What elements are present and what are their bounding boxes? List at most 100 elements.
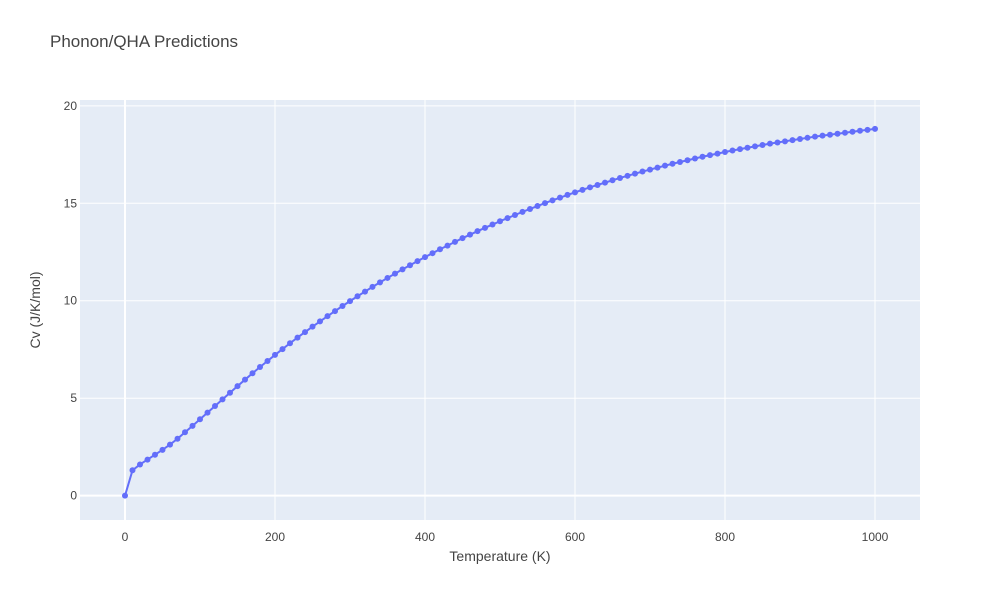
data-point[interactable] <box>744 144 751 151</box>
data-point[interactable] <box>759 142 766 149</box>
data-point[interactable] <box>707 152 713 159</box>
data-point[interactable] <box>227 389 233 396</box>
data-point[interactable] <box>459 235 466 242</box>
data-point[interactable] <box>797 135 803 142</box>
data-point[interactable] <box>789 137 796 144</box>
data-point[interactable] <box>452 238 458 245</box>
data-point[interactable] <box>804 134 811 141</box>
data-point[interactable] <box>347 298 353 305</box>
data-point[interactable] <box>842 129 848 136</box>
data-point[interactable] <box>587 184 593 191</box>
data-point[interactable] <box>662 162 668 169</box>
data-point[interactable] <box>557 194 563 201</box>
data-point[interactable] <box>197 416 203 423</box>
data-point[interactable] <box>864 126 871 133</box>
data-point[interactable] <box>782 138 788 145</box>
data-point[interactable] <box>482 224 488 231</box>
data-point[interactable] <box>827 131 833 138</box>
data-point[interactable] <box>257 364 263 371</box>
data-point[interactable] <box>699 153 706 160</box>
data-point[interactable] <box>474 228 481 235</box>
data-point[interactable] <box>467 231 473 238</box>
data-point[interactable] <box>489 221 496 228</box>
data-point[interactable] <box>497 218 503 225</box>
data-point[interactable] <box>362 288 368 295</box>
data-point[interactable] <box>324 313 331 320</box>
data-point[interactable] <box>857 127 863 134</box>
data-point[interactable] <box>272 351 278 358</box>
data-point[interactable] <box>159 446 166 453</box>
data-point[interactable] <box>774 139 781 146</box>
data-point[interactable] <box>332 308 338 315</box>
data-point[interactable] <box>812 133 818 140</box>
data-point[interactable] <box>414 258 421 265</box>
data-point[interactable] <box>234 383 241 390</box>
data-point[interactable] <box>579 186 586 193</box>
data-point[interactable] <box>714 150 721 157</box>
data-point[interactable] <box>617 174 623 181</box>
data-point[interactable] <box>654 164 661 171</box>
data-point[interactable] <box>369 283 376 290</box>
data-point[interactable] <box>129 467 136 474</box>
data-point[interactable] <box>849 128 856 135</box>
data-point[interactable] <box>279 346 286 353</box>
data-point[interactable] <box>242 376 248 383</box>
data-point[interactable] <box>549 197 556 204</box>
data-point[interactable] <box>212 402 218 409</box>
data-point[interactable] <box>594 181 601 188</box>
data-point[interactable] <box>392 270 398 277</box>
data-point[interactable] <box>669 160 676 167</box>
data-point[interactable] <box>429 250 436 257</box>
data-point[interactable] <box>602 179 608 186</box>
data-point[interactable] <box>384 274 391 281</box>
data-point[interactable] <box>377 279 383 286</box>
data-point[interactable] <box>624 172 631 179</box>
data-point[interactable] <box>407 262 413 269</box>
data-point[interactable] <box>189 422 196 429</box>
data-point[interactable] <box>639 168 646 175</box>
data-point[interactable] <box>204 409 211 416</box>
data-point[interactable] <box>182 429 188 436</box>
data-point[interactable] <box>722 149 728 156</box>
data-point[interactable] <box>542 200 548 207</box>
data-point[interactable] <box>302 329 308 336</box>
data-point[interactable] <box>519 208 526 215</box>
data-point[interactable] <box>122 492 128 499</box>
data-point[interactable] <box>564 191 571 198</box>
data-point[interactable] <box>512 211 518 218</box>
data-point[interactable] <box>872 125 878 132</box>
data-point[interactable] <box>219 396 226 403</box>
data-point[interactable] <box>737 146 743 153</box>
data-point[interactable] <box>167 441 173 448</box>
data-point[interactable] <box>317 318 323 325</box>
data-point[interactable] <box>752 143 758 150</box>
data-point[interactable] <box>444 242 451 249</box>
data-point[interactable] <box>527 205 533 212</box>
data-point[interactable] <box>572 189 578 196</box>
data-point[interactable] <box>137 461 143 468</box>
data-point[interactable] <box>294 334 301 341</box>
data-point[interactable] <box>399 266 406 273</box>
data-point[interactable] <box>692 155 698 162</box>
data-point[interactable] <box>767 140 773 147</box>
data-point[interactable] <box>632 170 638 177</box>
data-point[interactable] <box>729 147 736 154</box>
data-point[interactable] <box>534 203 541 210</box>
data-point[interactable] <box>339 303 346 310</box>
data-point[interactable] <box>422 254 428 261</box>
data-point[interactable] <box>309 323 316 330</box>
data-point[interactable] <box>504 215 511 222</box>
data-point[interactable] <box>684 157 691 164</box>
data-point[interactable] <box>249 370 256 377</box>
data-point[interactable] <box>677 158 683 165</box>
data-point[interactable] <box>287 340 293 347</box>
data-point[interactable] <box>174 435 181 442</box>
data-point[interactable] <box>819 132 826 139</box>
data-point[interactable] <box>437 246 443 253</box>
data-point[interactable] <box>647 166 653 173</box>
data-point[interactable] <box>144 456 151 463</box>
data-point[interactable] <box>264 357 271 364</box>
data-point[interactable] <box>152 451 158 458</box>
data-point[interactable] <box>834 130 841 137</box>
data-point[interactable] <box>609 177 616 184</box>
